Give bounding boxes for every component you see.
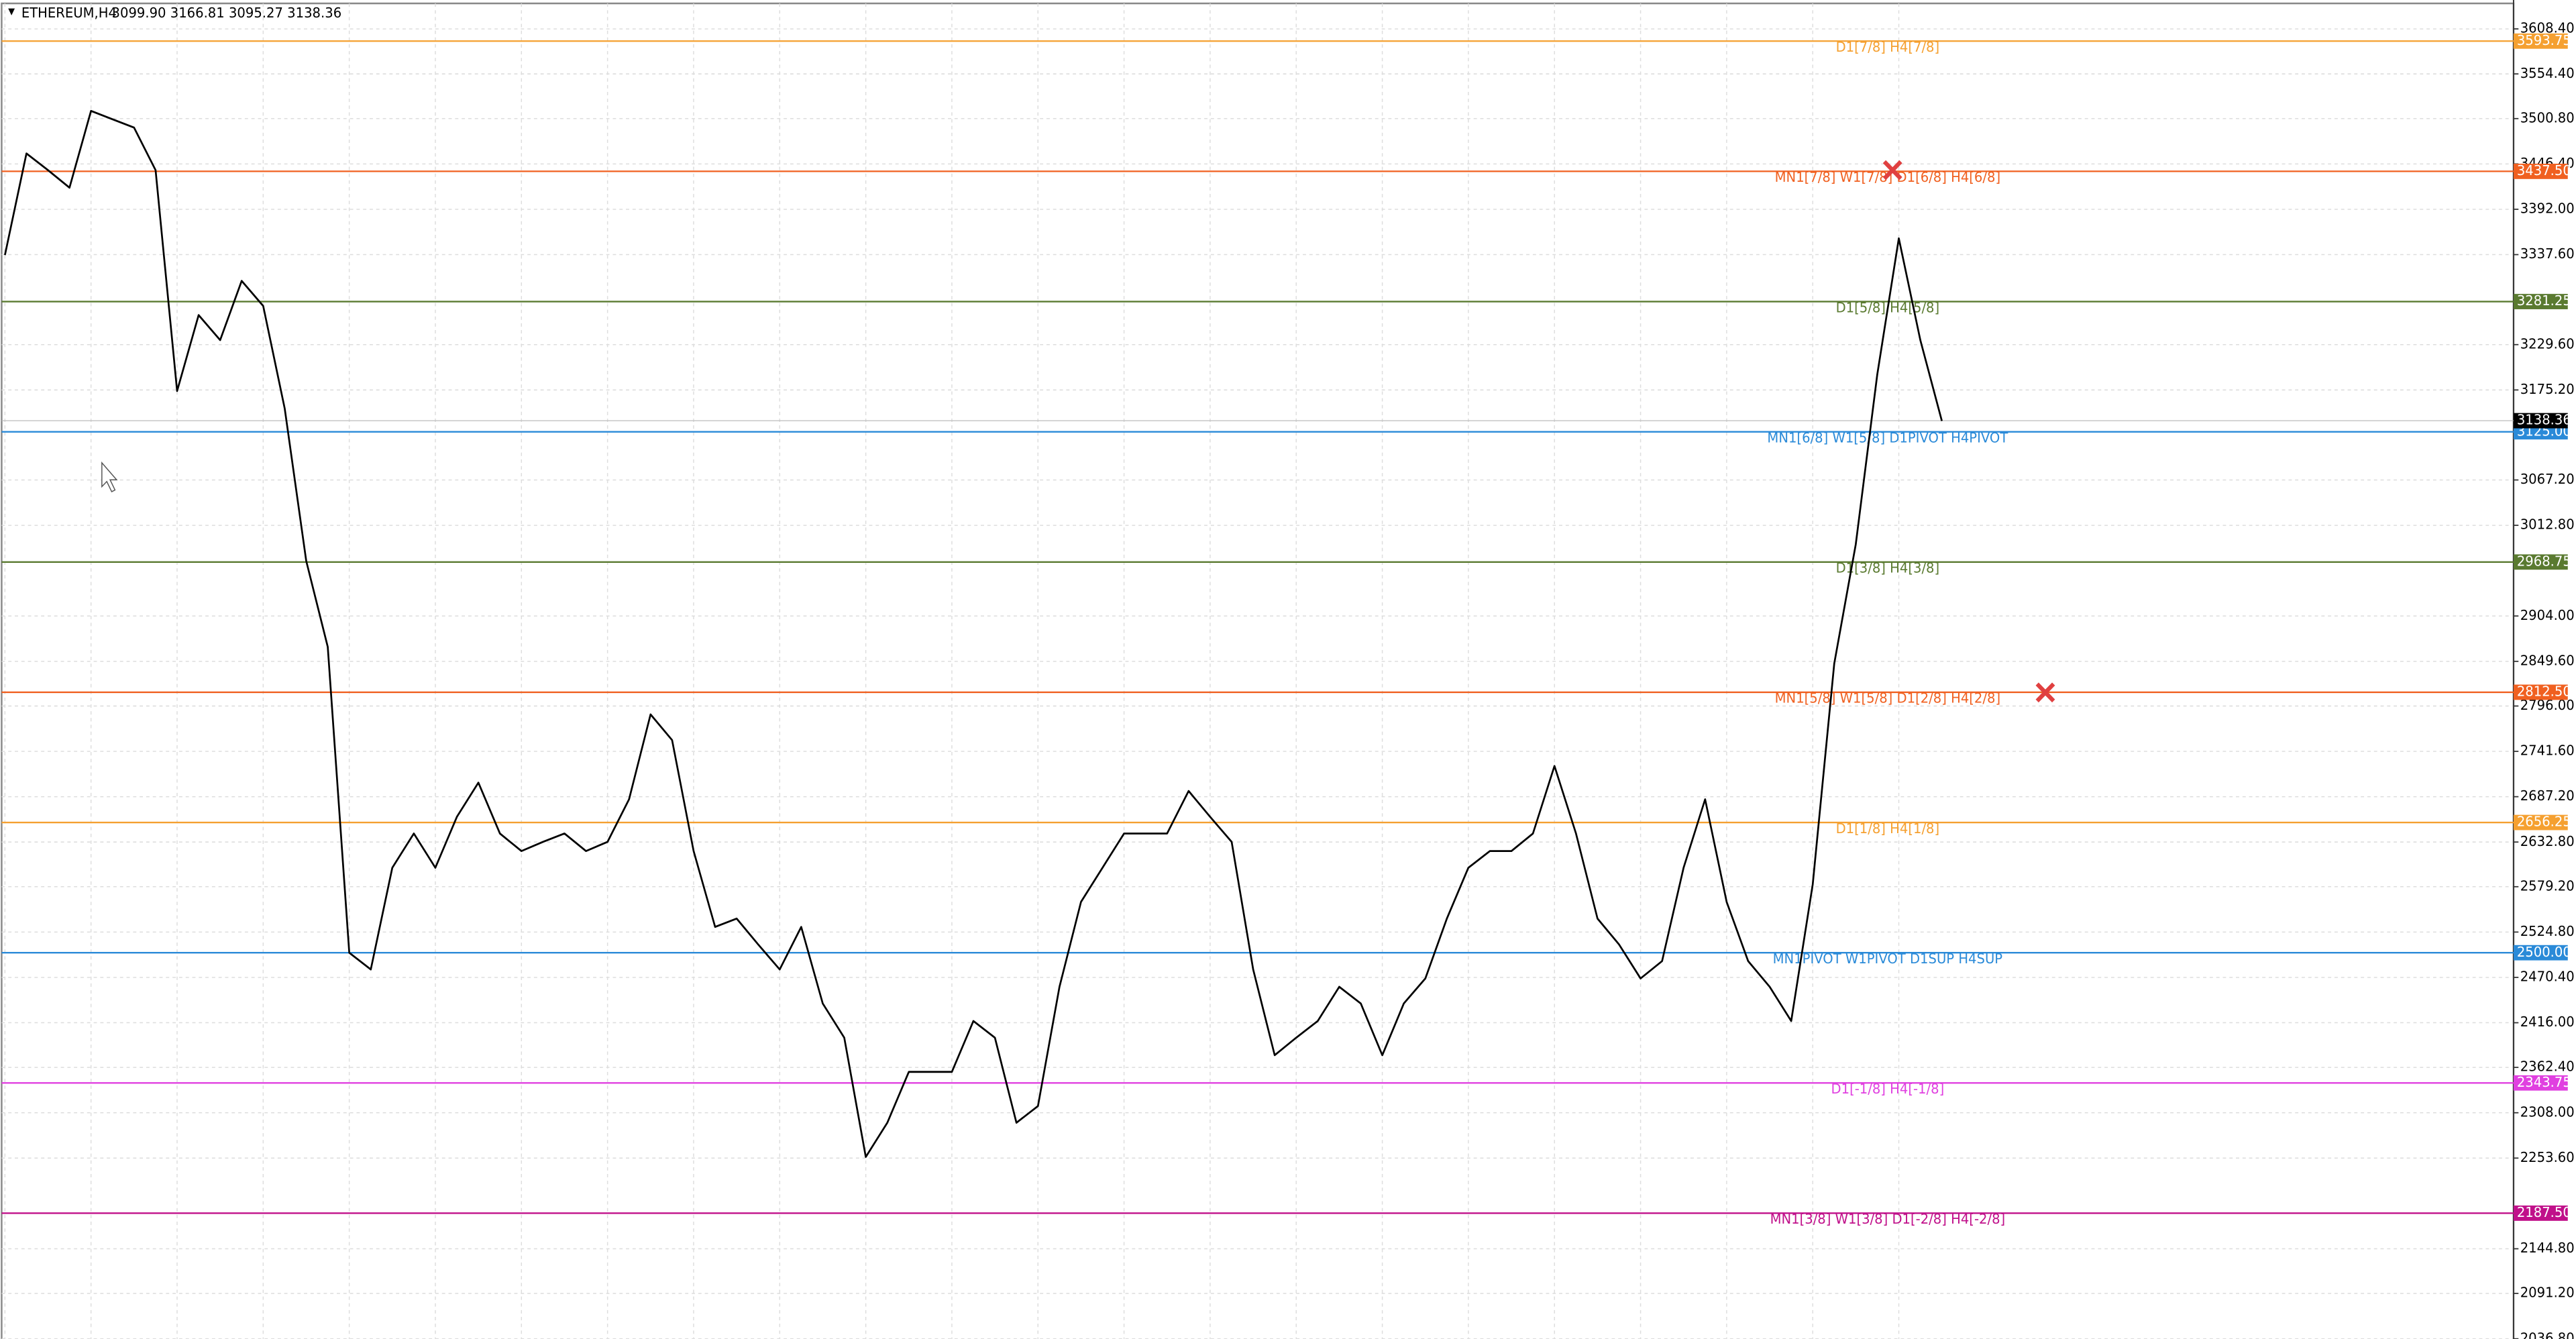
cross-marker: [2035, 682, 2055, 703]
y-tick-label: 3012.80: [2520, 516, 2575, 532]
price-tag-label: 2343.75: [2517, 1074, 2571, 1090]
level-label: MN1PIVOT W1PIVOT D1SUP H4SUP: [1773, 951, 2002, 967]
last-price-label: 3138.36: [2517, 411, 2571, 427]
last-price-tag: [2513, 413, 2568, 429]
y-tick-label: 2416.00: [2520, 1014, 2575, 1030]
price-tag-label: 2187.50: [2517, 1204, 2571, 1220]
y-tick-label: 2470.40: [2520, 968, 2575, 984]
y-tick-label: 2904.00: [2520, 607, 2575, 623]
y-tick-label: 3392.00: [2520, 200, 2575, 216]
cursor: [101, 461, 118, 492]
menu-arrow[interactable]: [8, 8, 15, 15]
y-tick-label: 2253.60: [2520, 1149, 2575, 1165]
y-tick-label: 2091.20: [2520, 1284, 2575, 1300]
level-label: D1[-1/8] H4[-1/8]: [1831, 1081, 1945, 1097]
y-tick-label: 2362.40: [2520, 1058, 2575, 1074]
y-tick-label: 3500.80: [2520, 109, 2575, 125]
y-tick-label: 2524.80: [2520, 923, 2575, 939]
y-tick-label: 2036.80: [2520, 1330, 2575, 1339]
y-tick-label: 3554.40: [2520, 64, 2575, 81]
price-tag: [2513, 294, 2568, 309]
price-tag-label: 2656.25: [2517, 813, 2571, 829]
price-tag-label: 2500.00: [2517, 943, 2571, 959]
ohlc-values: 3099.90 3166.81 3095.27 3138.36: [112, 5, 342, 21]
data: [4, 109, 1943, 1159]
y-tick-label: 2849.60: [2520, 652, 2575, 668]
y-tick-label: 2308.00: [2520, 1104, 2575, 1120]
price-tag: [2513, 814, 2568, 831]
y-tick-label: 2632.80: [2520, 833, 2575, 849]
y-tick-label: 3067.20: [2520, 471, 2575, 487]
y-tick-label: 2687.20: [2520, 788, 2575, 804]
price-tag-label: 3437.50: [2517, 162, 2571, 178]
y-tick-label: 3229.60: [2520, 335, 2575, 352]
price-line: [4, 109, 1943, 1159]
level-label: MN1[3/8] W1[3/8] D1[-2/8] H4[-2/8]: [1770, 1211, 2006, 1227]
price-tag: [2513, 164, 2568, 179]
cross-marker: [1882, 160, 1902, 180]
y-tick-label: 2741.60: [2520, 742, 2575, 758]
level-label: D1[1/8] H4[1/8]: [1836, 820, 1940, 836]
price-tag: [2513, 1206, 2568, 1221]
y-tick-label: 3175.20: [2520, 381, 2575, 397]
price-tag: [2513, 554, 2568, 570]
price-tag-label: 3281.25: [2517, 292, 2571, 309]
price-tag: [2513, 33, 2568, 49]
price-tag-label: 3593.75: [2517, 32, 2571, 48]
symbol-title: ETHEREUM,H4: [21, 5, 117, 21]
level-label: D1[7/8] H4[7/8]: [1836, 39, 1940, 55]
level-label: MN1[6/8] W1[5/8] D1PIVOT H4PIVOT: [1767, 429, 2008, 445]
price-tag-label: 2968.75: [2517, 553, 2571, 569]
price-tag: [2513, 684, 2568, 700]
y-tick-label: 3337.60: [2520, 246, 2575, 262]
y-tick-label: 3608.40: [2520, 19, 2575, 36]
price-tag: [2513, 945, 2568, 961]
price-tag-label: 2812.50: [2517, 683, 2571, 699]
level-label: MN1[5/8] W1[5/8] D1[2/8] H4[2/8]: [1775, 690, 2000, 706]
y-tick-label: 2144.80: [2520, 1240, 2575, 1256]
price-tag: [2513, 1075, 2568, 1091]
markers: [1882, 160, 2055, 703]
y-tick-label: 2579.20: [2520, 877, 2575, 894]
